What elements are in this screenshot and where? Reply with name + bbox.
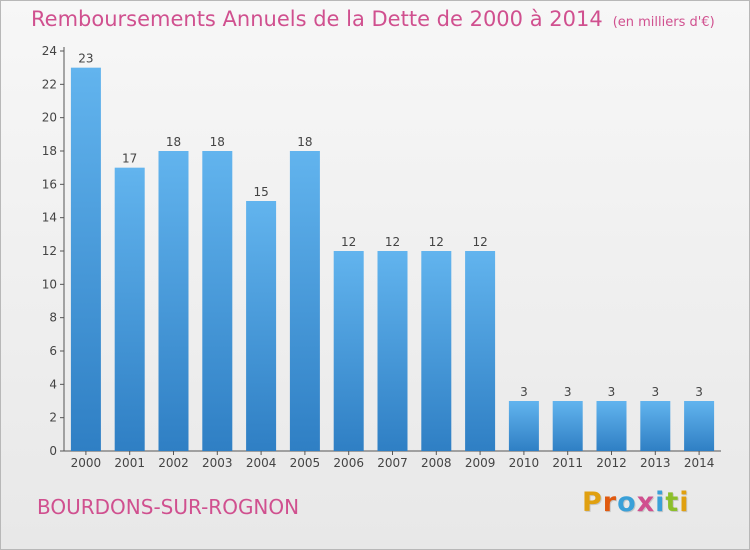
bar-value-label: 12 bbox=[429, 235, 444, 249]
bar-value-label: 12 bbox=[385, 235, 400, 249]
x-tick-label: 2011 bbox=[552, 456, 583, 470]
x-tick-label: 2000 bbox=[71, 456, 102, 470]
unit-label: (en milliers d'€) bbox=[612, 15, 715, 30]
bar-2002 bbox=[158, 151, 189, 451]
bar-value-label: 3 bbox=[608, 385, 616, 399]
x-tick-label: 2008 bbox=[421, 456, 452, 470]
bar-value-label: 12 bbox=[341, 235, 356, 249]
logo-letter: r bbox=[602, 487, 618, 518]
bar-value-label: 3 bbox=[520, 385, 528, 399]
y-tick-label: 4 bbox=[49, 377, 57, 391]
bar-2009 bbox=[465, 251, 496, 451]
x-tick-label: 2002 bbox=[158, 456, 189, 470]
y-tick-label: 6 bbox=[49, 344, 57, 358]
bar-value-label: 15 bbox=[253, 185, 268, 199]
bar-2005 bbox=[289, 151, 320, 451]
logo-letter: i bbox=[655, 487, 666, 518]
x-tick-label: 2013 bbox=[640, 456, 671, 470]
bar-value-label: 3 bbox=[564, 385, 572, 399]
title-text: Remboursements Annuels de la Dette de 20… bbox=[31, 7, 603, 31]
x-tick-label: 2014 bbox=[684, 456, 715, 470]
bar-value-label: 18 bbox=[210, 135, 225, 149]
commune-name: BOURDONS-SUR-ROGNON bbox=[37, 495, 300, 519]
logo-letter: P bbox=[582, 487, 603, 518]
y-tick-label: 24 bbox=[42, 44, 57, 58]
logo-letter: i bbox=[679, 487, 690, 518]
x-tick-label: 2012 bbox=[596, 456, 627, 470]
logo-letter: x bbox=[636, 487, 656, 518]
bar-2008 bbox=[421, 251, 452, 451]
bar-2006 bbox=[333, 251, 364, 451]
y-tick-label: 2 bbox=[49, 411, 57, 425]
x-tick-label: 2001 bbox=[114, 456, 145, 470]
x-tick-label: 2004 bbox=[246, 456, 277, 470]
x-tick-label: 2006 bbox=[333, 456, 364, 470]
bar-value-label: 3 bbox=[651, 385, 659, 399]
y-tick-label: 8 bbox=[49, 311, 57, 325]
bar-value-label: 12 bbox=[472, 235, 487, 249]
bar-2004 bbox=[246, 201, 277, 451]
bars bbox=[70, 67, 715, 452]
bar-2001 bbox=[114, 167, 145, 451]
logo-letter: o bbox=[617, 487, 637, 518]
y-tick-label: 12 bbox=[42, 244, 57, 258]
bar-2000 bbox=[70, 67, 101, 452]
y-tick-label: 18 bbox=[42, 144, 57, 158]
x-tick-label: 2003 bbox=[202, 456, 233, 470]
bar-value-label: 3 bbox=[695, 385, 703, 399]
bar-value-label: 18 bbox=[297, 135, 312, 149]
bar-2013 bbox=[640, 401, 671, 451]
x-tick-label: 2009 bbox=[465, 456, 496, 470]
bar-value-label: 18 bbox=[166, 135, 181, 149]
y-tick-label: 14 bbox=[42, 211, 57, 225]
bar-2012 bbox=[596, 401, 627, 451]
y-tick-label: 22 bbox=[42, 77, 57, 91]
y-tick-label: 10 bbox=[42, 277, 57, 291]
bar-2007 bbox=[377, 251, 408, 451]
bar-2011 bbox=[552, 401, 583, 451]
x-tick-label: 2010 bbox=[509, 456, 540, 470]
y-tick-label: 0 bbox=[49, 444, 57, 458]
y-tick-label: 20 bbox=[42, 111, 57, 125]
logo-letter: t bbox=[665, 487, 680, 518]
bar-value-label: 17 bbox=[122, 152, 137, 166]
y-tick-label: 16 bbox=[42, 177, 57, 191]
x-tick-label: 2007 bbox=[377, 456, 408, 470]
chart-title: Remboursements Annuels de la Dette de 20… bbox=[31, 7, 715, 31]
data-labels: 23 17 18 18 15 18 12 12 12 12 3 3 3 3 3 bbox=[78, 52, 703, 399]
proxiti-logo[interactable]: Proxiti bbox=[582, 487, 690, 518]
x-tick-label: 2005 bbox=[290, 456, 321, 470]
bar-2010 bbox=[508, 401, 539, 451]
bar-2014 bbox=[684, 401, 715, 451]
bar-value-label: 23 bbox=[78, 52, 93, 66]
bar-2003 bbox=[202, 151, 233, 451]
